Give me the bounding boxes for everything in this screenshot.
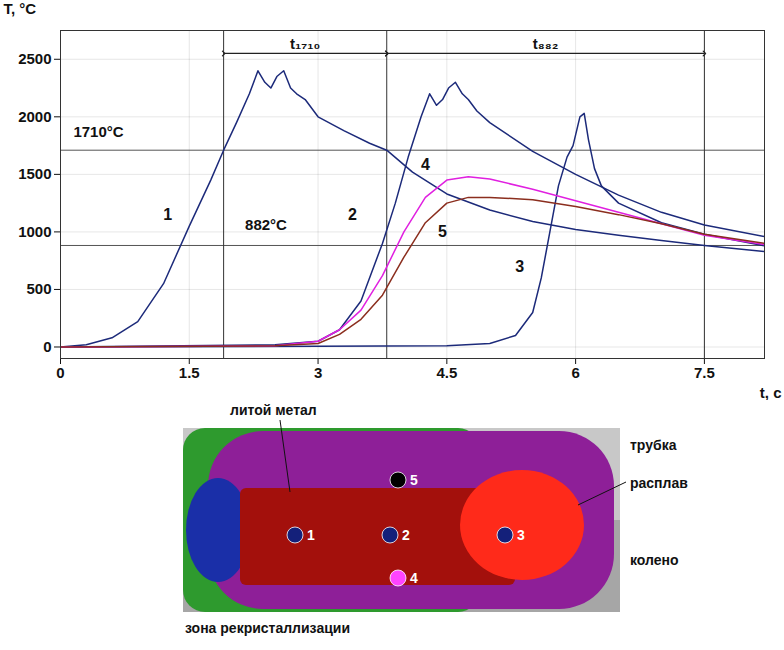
svg-text:6: 6	[571, 364, 579, 381]
svg-text:колено: колено	[630, 552, 679, 568]
svg-text:4: 4	[421, 156, 430, 173]
svg-text:1710°C: 1710°C	[73, 123, 123, 140]
svg-text:1.5: 1.5	[179, 364, 200, 381]
svg-text:1: 1	[307, 527, 315, 543]
svg-text:500: 500	[26, 280, 51, 297]
svg-text:1500: 1500	[18, 165, 51, 182]
svg-text:5: 5	[410, 472, 418, 488]
svg-text:2: 2	[402, 527, 410, 543]
svg-text:литой метал: литой метал	[230, 402, 317, 418]
svg-text:1000: 1000	[18, 223, 51, 240]
svg-text:7.5: 7.5	[694, 364, 715, 381]
svg-text:1: 1	[163, 206, 172, 223]
svg-text:трубка: трубка	[630, 437, 677, 453]
svg-text:3: 3	[314, 364, 322, 381]
svg-text:4.5: 4.5	[436, 364, 457, 381]
svg-text:3: 3	[517, 527, 525, 543]
svg-text:зона рекристаллизации: зона рекристаллизации	[185, 620, 350, 636]
svg-text:4: 4	[410, 570, 418, 586]
svg-text:T, °C: T, °C	[4, 0, 37, 17]
svg-text:0: 0	[56, 364, 64, 381]
svg-text:t₈₈₂: t₈₈₂	[533, 35, 559, 52]
svg-text:2: 2	[348, 206, 357, 223]
svg-text:t₁₇₁₀: t₁₇₁₀	[290, 35, 320, 52]
svg-text:2000: 2000	[18, 108, 51, 125]
svg-text:0: 0	[43, 338, 51, 355]
svg-text:t, с: t, с	[760, 384, 782, 401]
svg-text:2500: 2500	[18, 50, 51, 67]
svg-text:расплав: расплав	[630, 475, 688, 491]
svg-text:3: 3	[515, 258, 524, 275]
svg-text:882°C: 882°C	[245, 216, 287, 233]
svg-text:5: 5	[438, 223, 447, 240]
